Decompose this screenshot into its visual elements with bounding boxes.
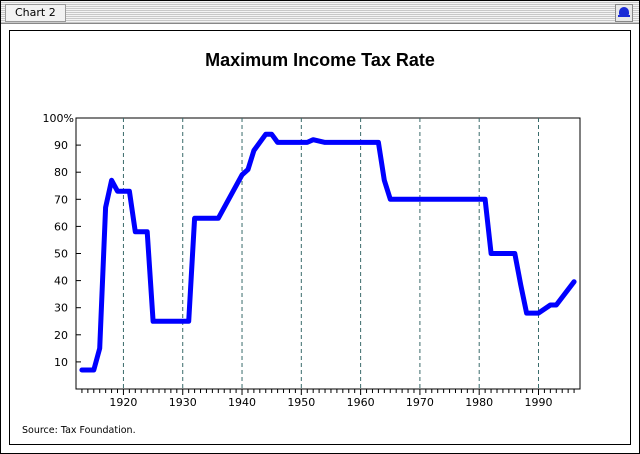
x-tick-label: 1990 — [524, 396, 552, 409]
window-titlebar[interactable]: Chart 2 — [1, 1, 639, 24]
bell-icon-body — [619, 7, 629, 15]
x-tick-label: 1960 — [347, 396, 375, 409]
x-tick-label: 1920 — [109, 396, 137, 409]
y-tick-label: 70 — [54, 193, 68, 206]
x-tick-label: 1950 — [287, 396, 315, 409]
x-tick-label: 1980 — [465, 396, 493, 409]
y-tick-label: 80 — [54, 166, 68, 179]
y-tick-label: 90 — [54, 139, 68, 152]
y-tick-label: 100% — [43, 112, 74, 125]
chart-panel — [9, 30, 631, 445]
y-tick-label: 20 — [54, 329, 68, 342]
bell-icon-base — [618, 15, 630, 17]
y-tick-label: 50 — [54, 248, 68, 261]
x-tick-label: 1970 — [406, 396, 434, 409]
y-tick-label: 30 — [54, 302, 68, 315]
x-tick-label: 1940 — [228, 396, 256, 409]
chart-source: Source: Tax Foundation. — [22, 425, 136, 436]
y-tick-label: 60 — [54, 220, 68, 233]
bell-icon[interactable] — [615, 4, 633, 22]
tab-chart-2[interactable]: Chart 2 — [5, 4, 66, 22]
series-line-max-tax-rate — [79, 131, 577, 373]
x-tick-label: 1930 — [169, 396, 197, 409]
y-tick-label: 10 — [54, 356, 68, 369]
y-tick-label: 40 — [54, 275, 68, 288]
chart-title: Maximum Income Tax Rate — [205, 50, 435, 70]
